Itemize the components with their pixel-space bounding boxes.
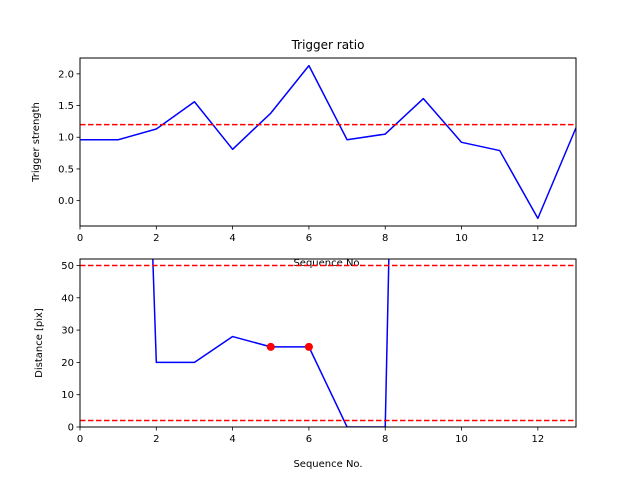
axes-frame	[79, 258, 577, 428]
y-tick-label: 50	[61, 261, 74, 272]
y-tick-label: 10	[61, 390, 74, 401]
data-point-marker	[266, 342, 275, 351]
y-tick-label: 2.0	[58, 69, 74, 80]
axes-frame	[79, 57, 577, 227]
x-tick-label: 2	[153, 233, 159, 244]
y-tick-label: 20	[61, 358, 74, 369]
x-tick-label: 10	[455, 233, 468, 244]
x-tick-label: 10	[455, 434, 468, 445]
x-axis-label: Sequence No.	[293, 258, 362, 269]
y-tick-label: 1.0	[58, 133, 74, 144]
y-tick-label: 1.5	[58, 101, 74, 112]
x-tick-label: 8	[382, 434, 388, 445]
x-tick-label: 4	[229, 233, 235, 244]
x-tick-label: 12	[531, 233, 544, 244]
x-tick-label: 6	[306, 233, 312, 244]
y-tick-label: 30	[61, 326, 74, 337]
x-tick-label: 0	[77, 233, 83, 244]
x-axis-label: Sequence No.	[293, 459, 362, 470]
x-tick-label: 4	[229, 434, 235, 445]
x-tick-label: 0	[77, 434, 83, 445]
y-axis-label: Distance [pix]	[34, 308, 45, 378]
distance-plot-area	[80, 259, 576, 427]
y-tick-label: 0	[68, 423, 74, 434]
distance-axes: Sequence No. Distance [pix] 0 2 4 6 8 10 12 0 10…	[34, 258, 577, 470]
y-tick-label: 40	[61, 293, 74, 304]
trigger-ratio-axes: Trigger ratio Sequence No. Trigger stren…	[31, 38, 577, 269]
y-tick-label: 0.5	[58, 164, 74, 175]
data-point-marker	[304, 342, 313, 351]
x-tick-label: 8	[382, 233, 388, 244]
x-tick-label: 6	[306, 434, 312, 445]
x-tick-label: 12	[531, 434, 544, 445]
trigger-ratio-plot-area	[80, 64, 576, 220]
y-axis-label: Trigger strength	[31, 102, 42, 183]
y-tick-label: 0.0	[58, 196, 74, 207]
x-tick-label: 2	[153, 434, 159, 445]
chart-title: Trigger ratio	[291, 38, 365, 52]
